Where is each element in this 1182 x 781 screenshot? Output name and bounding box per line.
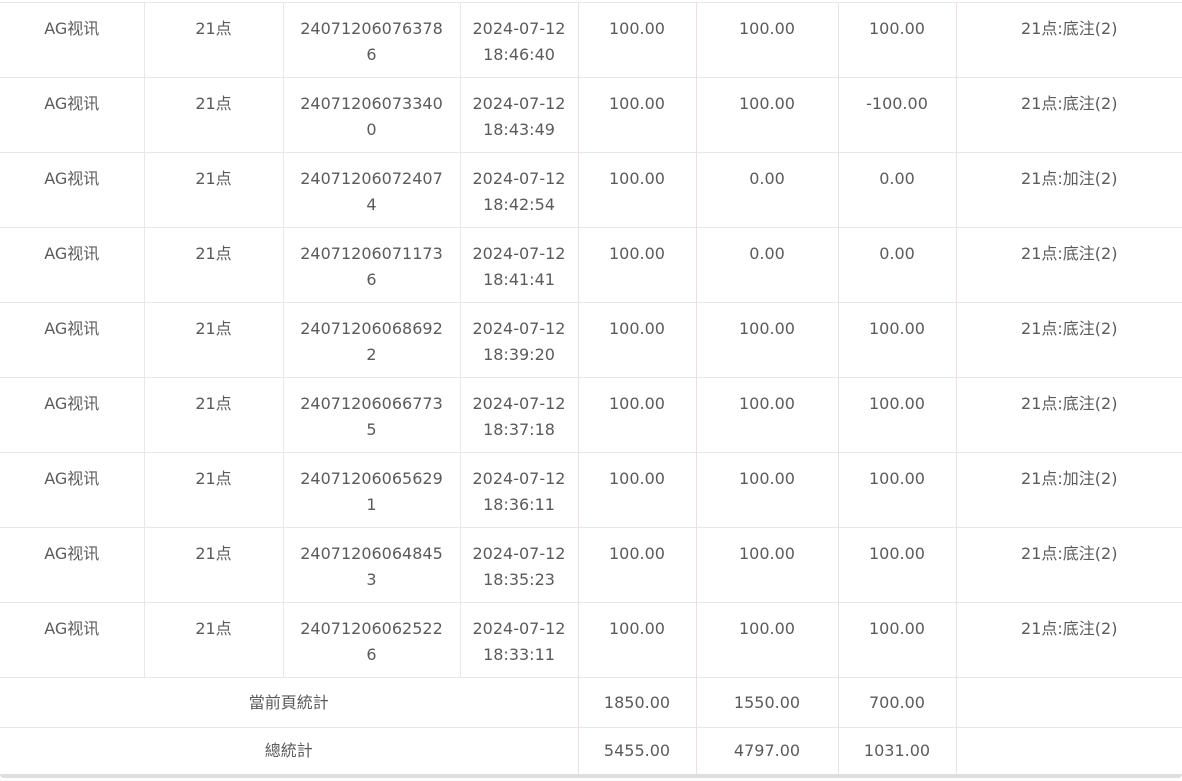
- cell-valid-bet: 100.00: [696, 527, 839, 603]
- cell-win-loss: 100.00: [838, 602, 957, 678]
- cell-win-loss: 100.00: [838, 302, 957, 378]
- current-page-summary-row: 當前頁統計 1850.00 1550.00 700.00: [0, 677, 1182, 728]
- cell-bet-amount: 100.00: [578, 377, 697, 453]
- current-page-valid-bet-total: 1550.00: [696, 677, 839, 728]
- cell-provider: AG视讯: [0, 227, 145, 303]
- cell-win-loss: -100.00: [838, 77, 957, 153]
- cell-bet-amount: 100.00: [578, 77, 697, 153]
- cell-win-loss: 0.00: [838, 227, 957, 303]
- cell-order-no: 240712060711736: [283, 227, 461, 303]
- cell-valid-bet: 100.00: [696, 2, 839, 78]
- cell-game: 21点: [144, 152, 284, 228]
- grand-total-valid-bet: 4797.00: [696, 727, 839, 774]
- cell-order-no: 240712060733400: [283, 77, 461, 153]
- table-row: AG视讯 21点 240712060667735 2024-07-12 18:3…: [0, 377, 1182, 453]
- cell-valid-bet: 0.00: [696, 227, 839, 303]
- cell-valid-bet: 100.00: [696, 302, 839, 378]
- grand-total-summary-empty-cell: [956, 727, 1182, 774]
- cell-win-loss: 100.00: [838, 452, 957, 528]
- cell-detail: 21点:加注(2): [956, 452, 1182, 528]
- cell-game: 21点: [144, 2, 284, 78]
- cell-detail: 21点:底注(2): [956, 602, 1182, 678]
- table-row: AG视讯 21点 240712060733400 2024-07-12 18:4…: [0, 77, 1182, 153]
- cell-valid-bet: 100.00: [696, 77, 839, 153]
- cell-detail: 21点:加注(2): [956, 152, 1182, 228]
- cell-time: 2024-07-12 18:33:11: [460, 602, 579, 678]
- cell-game: 21点: [144, 602, 284, 678]
- cell-time: 2024-07-12 18:35:23: [460, 527, 579, 603]
- cell-bet-amount: 100.00: [578, 2, 697, 78]
- cell-detail: 21点:底注(2): [956, 527, 1182, 603]
- table-row: AG视讯 21点 240712060763786 2024-07-12 18:4…: [0, 2, 1182, 78]
- cell-valid-bet: 100.00: [696, 602, 839, 678]
- cell-order-no: 240712060667735: [283, 377, 461, 453]
- grand-total-summary-label: 總統計: [0, 727, 579, 774]
- current-page-summary-empty-cell: [956, 677, 1182, 728]
- cell-time: 2024-07-12 18:37:18: [460, 377, 579, 453]
- current-page-win-loss-total: 700.00: [838, 677, 957, 728]
- table-row: AG视讯 21点 240712060656291 2024-07-12 18:3…: [0, 452, 1182, 528]
- cell-provider: AG视讯: [0, 77, 145, 153]
- cell-order-no: 240712060686922: [283, 302, 461, 378]
- cell-win-loss: 100.00: [838, 527, 957, 603]
- cell-time: 2024-07-12 18:43:49: [460, 77, 579, 153]
- cell-order-no: 240712060724074: [283, 152, 461, 228]
- current-page-bet-amount-total: 1850.00: [578, 677, 697, 728]
- table-row: AG视讯 21点 240712060648453 2024-07-12 18:3…: [0, 527, 1182, 603]
- cell-order-no: 240712060763786: [283, 2, 461, 78]
- current-page-summary-label: 當前頁統計: [0, 677, 579, 728]
- cell-valid-bet: 100.00: [696, 452, 839, 528]
- cell-game: 21点: [144, 377, 284, 453]
- cell-valid-bet: 100.00: [696, 377, 839, 453]
- cell-game: 21点: [144, 527, 284, 603]
- cell-order-no: 240712060625226: [283, 602, 461, 678]
- cell-bet-amount: 100.00: [578, 302, 697, 378]
- cell-bet-amount: 100.00: [578, 452, 697, 528]
- cell-order-no: 240712060648453: [283, 527, 461, 603]
- cell-game: 21点: [144, 227, 284, 303]
- cell-provider: AG视讯: [0, 377, 145, 453]
- cell-time: 2024-07-12 18:39:20: [460, 302, 579, 378]
- grand-total-bet-amount: 5455.00: [578, 727, 697, 774]
- cell-game: 21点: [144, 452, 284, 528]
- cell-provider: AG视讯: [0, 152, 145, 228]
- grand-total-win-loss: 1031.00: [838, 727, 957, 774]
- cell-provider: AG视讯: [0, 602, 145, 678]
- cell-win-loss: 0.00: [838, 152, 957, 228]
- cell-time: 2024-07-12 18:36:11: [460, 452, 579, 528]
- cell-time: 2024-07-12 18:42:54: [460, 152, 579, 228]
- grand-total-summary-row: 總統計 5455.00 4797.00 1031.00: [0, 727, 1182, 774]
- cell-provider: AG视讯: [0, 452, 145, 528]
- cell-bet-amount: 100.00: [578, 602, 697, 678]
- cell-provider: AG视讯: [0, 527, 145, 603]
- cell-order-no: 240712060656291: [283, 452, 461, 528]
- cell-provider: AG视讯: [0, 2, 145, 78]
- cell-game: 21点: [144, 77, 284, 153]
- cell-provider: AG视讯: [0, 302, 145, 378]
- cell-detail: 21点:底注(2): [956, 377, 1182, 453]
- cell-win-loss: 100.00: [838, 377, 957, 453]
- table-bottom-edge: [0, 773, 1182, 778]
- cell-win-loss: 100.00: [838, 2, 957, 78]
- cell-bet-amount: 100.00: [578, 152, 697, 228]
- cell-bet-amount: 100.00: [578, 527, 697, 603]
- table-row: AG视讯 21点 240712060625226 2024-07-12 18:3…: [0, 602, 1182, 678]
- table-row: AG视讯 21点 240712060711736 2024-07-12 18:4…: [0, 227, 1182, 303]
- cell-bet-amount: 100.00: [578, 227, 697, 303]
- cell-detail: 21点:底注(2): [956, 302, 1182, 378]
- cell-time: 2024-07-12 18:46:40: [460, 2, 579, 78]
- cell-time: 2024-07-12 18:41:41: [460, 227, 579, 303]
- cell-detail: 21点:底注(2): [956, 227, 1182, 303]
- cell-detail: 21点:底注(2): [956, 2, 1182, 78]
- cell-game: 21点: [144, 302, 284, 378]
- cell-valid-bet: 0.00: [696, 152, 839, 228]
- table-row: AG视讯 21点 240712060724074 2024-07-12 18:4…: [0, 152, 1182, 228]
- table-row: AG视讯 21点 240712060686922 2024-07-12 18:3…: [0, 302, 1182, 378]
- cell-detail: 21点:底注(2): [956, 77, 1182, 153]
